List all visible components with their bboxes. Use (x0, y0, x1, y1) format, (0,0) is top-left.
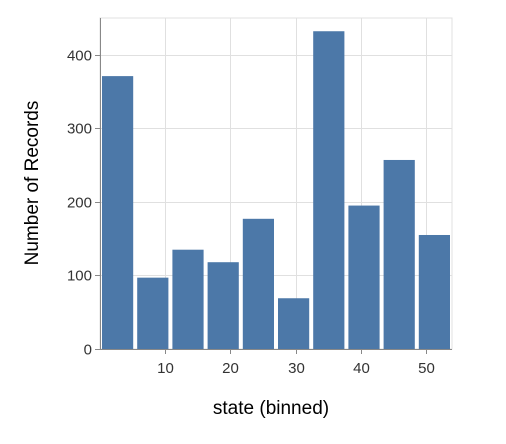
bar-4 (242, 218, 274, 349)
bar-5 (278, 298, 310, 349)
x-tick-label: 20 (222, 360, 239, 377)
x-tick-label: 50 (418, 360, 435, 377)
bar-1 (137, 277, 169, 349)
y-tick-label: 200 (67, 195, 92, 212)
y-tick-label: 300 (67, 121, 92, 138)
y-axis-title: Number of Records (22, 101, 43, 266)
bar-8 (383, 159, 415, 349)
y-tick-label: 400 (67, 48, 92, 65)
bar-9 (418, 234, 450, 349)
x-tick-label: 30 (288, 360, 305, 377)
x-tick-label: 40 (353, 360, 370, 377)
axes (95, 18, 452, 354)
y-tick-label: 0 (84, 342, 92, 359)
bar-0 (102, 76, 134, 349)
y-tick-label: 100 (67, 268, 92, 285)
tick-labels: 0 100 200 300 400 10 20 30 40 50 (67, 48, 435, 378)
bar-7 (348, 205, 380, 349)
x-tick-label: 10 (157, 360, 174, 377)
bar-2 (172, 249, 204, 349)
bar-3 (207, 262, 239, 349)
bar-6 (313, 31, 345, 350)
bars (102, 31, 450, 350)
x-axis-title: state (binned) (213, 398, 329, 419)
